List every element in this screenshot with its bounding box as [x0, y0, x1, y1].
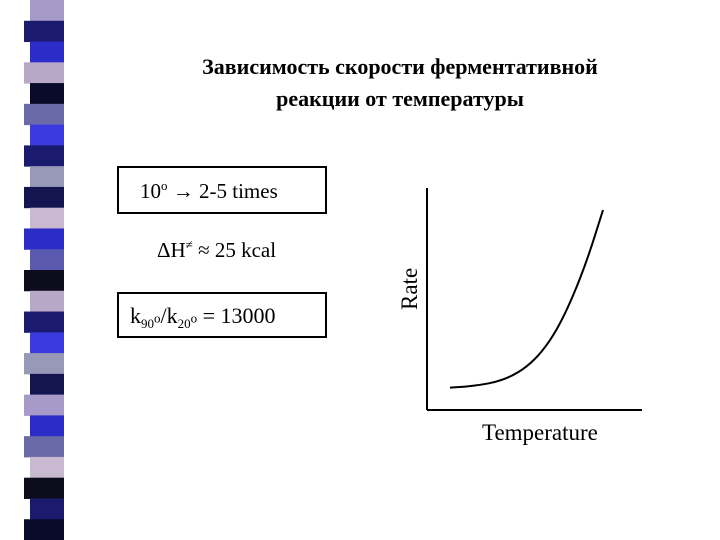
stripe-block — [24, 228, 64, 250]
stripe-block — [24, 394, 64, 416]
ratio-k1: k — [130, 303, 141, 328]
stripe-block — [24, 311, 64, 333]
stripe-block — [30, 332, 64, 354]
stripe-block — [30, 249, 64, 271]
temp-step-degree: o — [161, 178, 168, 193]
enthalpy-formula: ΔH≠ ≈ 25 kcal — [157, 237, 276, 263]
enthalpy-value: ≈ 25 kcal — [198, 238, 277, 262]
stripe-block — [30, 0, 64, 22]
stripe-block — [24, 20, 64, 43]
stripe-block — [30, 373, 64, 396]
stripe-block — [30, 83, 64, 105]
rate-curve — [449, 209, 604, 389]
stripe-block — [24, 62, 64, 84]
decorative-stripe — [24, 0, 64, 540]
ratio-k2-sup: o — [190, 311, 198, 327]
temp-step-base: 10 — [140, 179, 161, 203]
ratio-slash: /k — [160, 303, 178, 328]
stripe-block — [24, 436, 64, 458]
slide-title-line-2: реакции от температуры — [276, 86, 524, 111]
stripe-block — [30, 207, 64, 229]
stripe-block — [24, 270, 64, 292]
enthalpy-mark: ≠ — [185, 237, 193, 252]
stripe-block — [30, 498, 64, 520]
stripe-block — [30, 415, 64, 437]
temp-step-effect: 2-5 times — [199, 179, 278, 203]
stripe-block — [24, 103, 64, 126]
stripe-block — [24, 145, 64, 167]
slide-title-line-1: Зависимость скорости ферментативной — [202, 54, 598, 79]
stripe-block — [24, 519, 64, 540]
stripe-block — [24, 477, 64, 499]
stripe-block — [30, 290, 64, 313]
ratio-k2-sub: 20 — [177, 316, 191, 332]
stripe-block — [24, 353, 64, 375]
rate-ratio-box — [117, 292, 327, 338]
stripe-block — [24, 186, 64, 209]
arrow-icon: → — [172, 179, 194, 203]
rate-ratio-formula: k90o/k20o = 13000 — [130, 303, 276, 332]
temp-step-box — [117, 166, 327, 214]
stripe-block — [30, 456, 64, 479]
stripe-block — [30, 166, 64, 188]
temp-step-formula: 10o → 2-5 times — [140, 178, 278, 204]
y-axis-label: Rate — [397, 268, 422, 310]
ratio-k1-sup: o — [154, 311, 161, 327]
stripe-block — [30, 124, 64, 146]
x-axis-label: Temperature — [482, 420, 598, 445]
stripe-block — [30, 41, 64, 63]
ratio-k1-sub: 90 — [141, 316, 154, 332]
ratio-value: = 13000 — [197, 303, 276, 328]
enthalpy-symbol: ΔH — [157, 238, 186, 262]
